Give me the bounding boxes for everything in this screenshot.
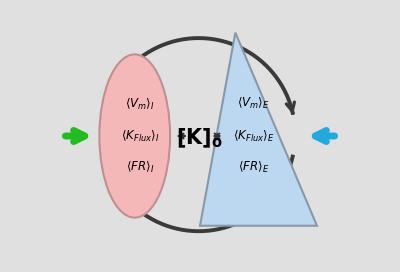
Text: $\langle V_m \rangle_I$: $\langle V_m \rangle_I$	[125, 97, 155, 112]
Text: $\langle V_m \rangle_E$: $\langle V_m \rangle_E$	[237, 96, 270, 111]
Polygon shape	[200, 33, 317, 226]
Text: $\langle K_{Flux} \rangle_I$: $\langle K_{Flux} \rangle_I$	[121, 128, 160, 144]
Text: $\langle FR \rangle_I$: $\langle FR \rangle_I$	[126, 160, 154, 175]
Text: $\mathbf{[K]_o}$: $\mathbf{[K]_o}$	[176, 126, 223, 150]
Text: $\langle K_{Flux} \rangle_E$: $\langle K_{Flux} \rangle_E$	[233, 128, 274, 144]
Text: $\langle FR \rangle_E$: $\langle FR \rangle_E$	[238, 160, 269, 175]
Ellipse shape	[99, 54, 170, 218]
